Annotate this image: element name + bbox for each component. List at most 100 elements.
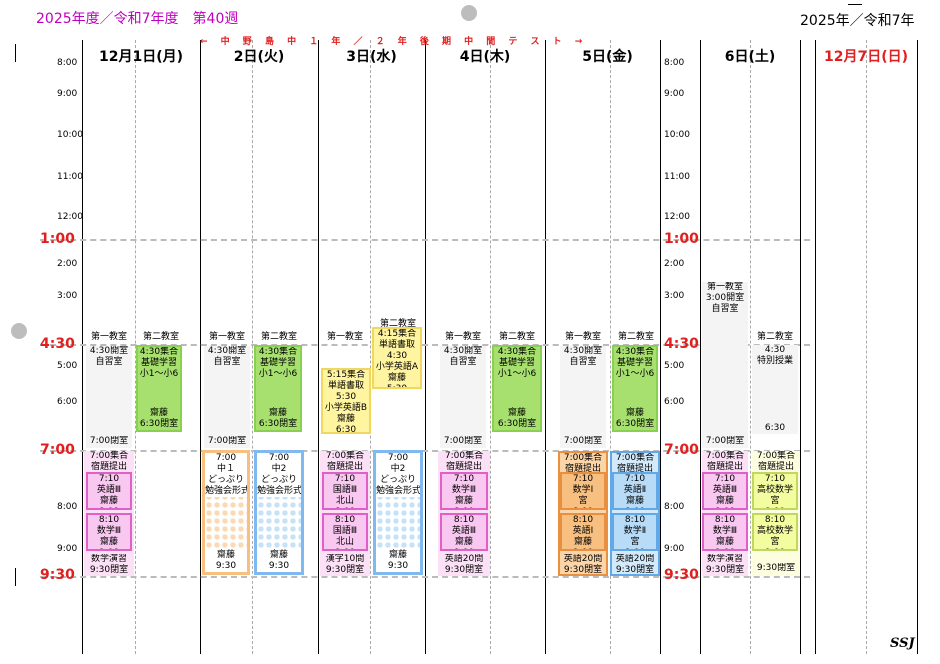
event-english: 4:15集合 単語書取 4:30 小学英語A 齋藤 5:30 bbox=[372, 327, 422, 389]
event-study-room: 4:30開室 自習室 bbox=[440, 346, 486, 448]
column-divider bbox=[318, 40, 319, 654]
time-label-bold: 7:00 bbox=[664, 442, 699, 458]
time-label-bold: 9:30 bbox=[664, 567, 699, 583]
event-close: 7:00閉室 bbox=[705, 436, 745, 446]
column-divider bbox=[545, 40, 546, 654]
event-lesson: 7:10 英語Ⅱ 齋藤 8:00 bbox=[612, 472, 658, 510]
room-divider bbox=[866, 40, 867, 654]
room-label: 第二教室 bbox=[260, 332, 297, 342]
room-divider bbox=[750, 40, 751, 654]
event-english: 5:15集合 単語書取 5:30 小学英語B 齋藤 6:30 bbox=[321, 368, 371, 434]
time-label-bold: 4:30 bbox=[40, 336, 75, 352]
room-label: 第一教室 bbox=[90, 332, 127, 342]
day-header-sat: 6日(土) bbox=[724, 49, 776, 65]
time-label: 12:00 bbox=[664, 212, 690, 222]
day-header-sun: 12月7日(日) bbox=[823, 49, 909, 65]
event-lesson: 8:10 英語Ⅲ 齋藤 9:00 bbox=[440, 513, 488, 551]
time-label: 9:00 bbox=[57, 89, 78, 99]
room-divider bbox=[610, 40, 611, 654]
event-lesson: 7:10 数学Ⅲ 齋藤 8:00 bbox=[440, 472, 488, 510]
room-label: 第一教室 bbox=[208, 332, 245, 342]
event-lesson: 8:10 数学Ⅱ 宮 9:00 bbox=[612, 513, 658, 551]
time-label: 9:00 bbox=[664, 89, 685, 99]
day-header-tue: 2日(火) bbox=[233, 49, 285, 65]
room-label: 第二教室 bbox=[617, 332, 654, 342]
event-basic-study: 4:30集合 基礎学習 小1～小6 齋藤 6:30閉室 bbox=[136, 345, 182, 432]
time-label: 12:00 bbox=[57, 212, 83, 222]
room-divider bbox=[252, 40, 253, 654]
event-close: 漢字10問 9:30閉室 bbox=[325, 554, 365, 575]
test-banner: ← 中 野 島 中 １ 年 ／ ２ 年 後 期 中 間 テ ス ト → bbox=[200, 37, 588, 47]
day-header-wed: 3日(水) bbox=[346, 49, 397, 65]
event-special-class: 4:30 特別授業 6:30 bbox=[752, 345, 798, 434]
column-divider bbox=[82, 40, 83, 654]
time-label-bold: 1:00 bbox=[40, 231, 75, 247]
event-study-session: 7:00 中１ どっぷり 勉強会形式 齋藤 9:30 bbox=[202, 450, 250, 575]
room-divider bbox=[490, 40, 491, 654]
column-divider bbox=[425, 40, 426, 654]
time-label: 9:00 bbox=[664, 544, 685, 554]
room-divider bbox=[370, 40, 371, 654]
time-label-bold: 9:30 bbox=[40, 567, 75, 583]
day-header-thu: 4日(木) bbox=[459, 49, 511, 65]
page-title: 2025年度／令和7年度 第40週 bbox=[36, 11, 239, 27]
event-basic-study: 4:30集合 基礎学習 小1～小6 齋藤 6:30閉室 bbox=[254, 345, 302, 432]
event-lesson: 8:10 数学Ⅲ 齋藤 9:00 bbox=[86, 513, 132, 551]
column-divider bbox=[917, 40, 918, 654]
event-close: 7:00閉室 bbox=[207, 436, 247, 446]
room-divider bbox=[135, 40, 136, 654]
event-close: 数学演習 9:30閉室 bbox=[89, 554, 129, 575]
time-label: 10:00 bbox=[664, 130, 690, 140]
event-lesson: 7:10 高校数学 宮 8:00 bbox=[752, 472, 798, 510]
column-divider bbox=[700, 40, 701, 654]
header-rule bbox=[848, 4, 862, 5]
column-divider bbox=[815, 40, 816, 654]
time-label: 8:00 bbox=[57, 502, 78, 512]
edge-tick bbox=[15, 568, 16, 586]
room-label: 第一教室 bbox=[444, 332, 481, 342]
column-divider bbox=[800, 40, 801, 654]
event-lesson: 8:10 国語Ⅲ 北山 9:00 bbox=[322, 513, 368, 551]
event-basic-study: 4:30集合 基礎学習 小1～小6 齋藤 6:30閉室 bbox=[612, 345, 658, 432]
room-label: 第二教室 bbox=[379, 319, 416, 329]
event-close: 英語20問 9:30閉室 bbox=[615, 554, 655, 575]
room-label: 第二教室 bbox=[756, 332, 793, 342]
time-label: 6:00 bbox=[57, 397, 78, 407]
time-label-bold: 1:00 bbox=[664, 231, 699, 247]
time-rule-930 bbox=[40, 576, 810, 578]
time-label: 11:00 bbox=[57, 172, 83, 182]
binder-hole-left bbox=[11, 323, 27, 339]
column-divider bbox=[660, 40, 661, 654]
event-study-session: 7:00 中2 どっぷり 勉強会形式 齋藤 9:30 bbox=[254, 450, 304, 575]
time-label: 3:00 bbox=[664, 291, 685, 301]
column-divider bbox=[200, 40, 201, 654]
event-lesson: 7:10 英語Ⅲ 齋藤 8:00 bbox=[702, 472, 748, 510]
time-label: 8:00 bbox=[57, 58, 78, 68]
event-study-room: 4:30開室 自習室 bbox=[204, 346, 250, 448]
event-close: 7:00閉室 bbox=[563, 436, 603, 446]
room-label: 第二教室 bbox=[498, 332, 535, 342]
event-close: 7:00閉室 bbox=[89, 436, 129, 446]
event-close: 7:00閉室 bbox=[443, 436, 483, 446]
event-close: 数学演習 9:30閉室 bbox=[705, 554, 745, 575]
event-lesson: 8:10 高校数学 宮 9:00 bbox=[752, 513, 798, 551]
time-rule-100 bbox=[40, 239, 810, 241]
time-label-bold: 4:30 bbox=[664, 336, 699, 352]
event-lesson: 7:10 数学Ⅰ 宮 8:00 bbox=[560, 472, 606, 510]
time-rule-430 bbox=[40, 344, 810, 346]
event-study-session: 7:00 中2 どっぷり 勉強会形式 齋藤 9:30 bbox=[373, 450, 423, 575]
event-lesson: 8:10 数学Ⅲ 齋藤 9:00 bbox=[702, 513, 748, 551]
time-label: 3:00 bbox=[57, 291, 78, 301]
time-label-bold: 7:00 bbox=[40, 442, 75, 458]
time-label: 2:00 bbox=[664, 259, 685, 269]
event-study-room: 4:30開室 自習室 bbox=[560, 346, 606, 448]
signature: SSJ bbox=[890, 636, 915, 651]
year-label: 2025年／令和7年 bbox=[800, 13, 915, 29]
time-label: 10:00 bbox=[57, 130, 83, 140]
time-label: 11:00 bbox=[664, 172, 690, 182]
time-label: 5:00 bbox=[664, 361, 685, 371]
event-lesson: 7:10 国語Ⅲ 北山 8:00 bbox=[322, 472, 368, 510]
room-label: 第一教室 bbox=[326, 332, 363, 342]
time-label: 6:00 bbox=[664, 397, 685, 407]
binder-hole-top bbox=[461, 5, 477, 21]
